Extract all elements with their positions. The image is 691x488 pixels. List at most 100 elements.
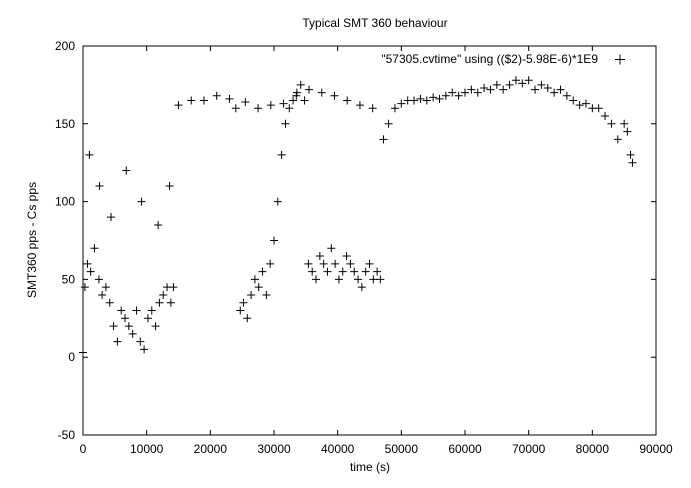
data-point [266, 101, 275, 110]
data-point [266, 259, 275, 268]
data-point [140, 345, 149, 354]
data-point [113, 337, 122, 346]
data-point [435, 94, 444, 103]
data-point [285, 104, 294, 113]
data-point [323, 267, 332, 276]
data-point [315, 252, 324, 261]
data-point [448, 88, 457, 97]
data-point [98, 290, 107, 299]
data-point [550, 88, 559, 97]
data-point [361, 267, 370, 276]
data-point [346, 259, 355, 268]
data-point [279, 99, 288, 108]
x-tick-label: 70000 [512, 442, 546, 456]
data-point [543, 84, 552, 93]
data-point [369, 275, 378, 284]
data-point [231, 104, 240, 113]
data-point [327, 244, 336, 253]
chart-title: Typical SMT 360 behaviour [302, 16, 447, 30]
data-point [85, 150, 94, 159]
data-point [317, 88, 326, 97]
plot-frame [82, 45, 657, 436]
data-point [136, 337, 145, 346]
data-point [166, 298, 175, 307]
data-point [357, 283, 366, 292]
data-point [330, 91, 339, 100]
data-point [270, 236, 278, 245]
y-tick-label: 50 [62, 272, 76, 286]
data-point [499, 85, 508, 94]
data-point [312, 275, 321, 284]
data-point [594, 104, 603, 113]
data-point [416, 94, 425, 103]
y-tick-label: 150 [55, 117, 75, 131]
data-point [122, 166, 131, 175]
data-point [165, 182, 174, 191]
x-tick-label: 80000 [576, 442, 610, 456]
data-point [101, 283, 110, 292]
data-point [109, 322, 118, 331]
data-point [376, 275, 385, 284]
x-tick-label: 60000 [448, 442, 482, 456]
y-tick-label: 100 [55, 195, 75, 209]
data-point [601, 112, 610, 121]
data-point [355, 101, 364, 110]
y-axis-ticks: -50 0 50 100 150 200 [55, 39, 656, 442]
data-point [492, 80, 501, 89]
data-point [518, 79, 527, 88]
x-tick-label: 20000 [194, 442, 228, 456]
x-tick-label: 10000 [130, 442, 164, 456]
data-point [319, 259, 328, 268]
data-point [107, 213, 116, 222]
data-point [132, 306, 141, 315]
data-point [480, 84, 489, 93]
data-point [556, 85, 565, 94]
data-point [117, 306, 126, 315]
data-point [143, 314, 152, 323]
data-point [94, 275, 103, 284]
y-tick-label: -50 [58, 428, 76, 442]
x-axis-label: time (s) [350, 460, 390, 474]
legend-marker-plus [615, 54, 625, 65]
data-point [537, 80, 546, 89]
data-point [154, 220, 163, 229]
x-axis-ticks: 0 10000 20000 30000 40000 50000 60000 70000 8000… [80, 46, 673, 456]
data-point [454, 91, 463, 100]
data-point [254, 104, 263, 113]
data-point [250, 275, 259, 284]
data-point [626, 150, 635, 159]
data-point [169, 283, 178, 292]
data-point [379, 135, 388, 144]
data-points [79, 76, 637, 357]
data-point [86, 267, 95, 276]
data-point [581, 99, 590, 108]
data-point [225, 94, 234, 103]
x-tick-label: 0 [80, 442, 87, 456]
data-point [254, 283, 263, 292]
data-point [258, 267, 267, 276]
x-tick-label: 90000 [639, 442, 673, 456]
data-point [531, 85, 540, 94]
data-point [350, 267, 359, 276]
data-point [277, 150, 286, 159]
data-point [331, 259, 340, 268]
data-point [486, 85, 495, 94]
data-point [273, 197, 282, 206]
data-point [467, 85, 476, 94]
data-point [368, 104, 377, 113]
data-point [562, 91, 571, 100]
data-point [105, 298, 114, 307]
data-point [384, 119, 393, 128]
data-point [155, 298, 164, 307]
data-point [628, 158, 637, 167]
legend-entry: "57305.cvtime" using (($2)-5.98E-6)*1E9 [381, 52, 598, 66]
data-point [236, 306, 245, 315]
data-point [83, 259, 92, 268]
data-point [121, 314, 130, 323]
data-point [338, 267, 347, 276]
data-point [410, 96, 419, 105]
data-point [247, 290, 256, 299]
data-point [569, 96, 578, 105]
data-point [239, 298, 248, 307]
data-point [473, 88, 482, 97]
